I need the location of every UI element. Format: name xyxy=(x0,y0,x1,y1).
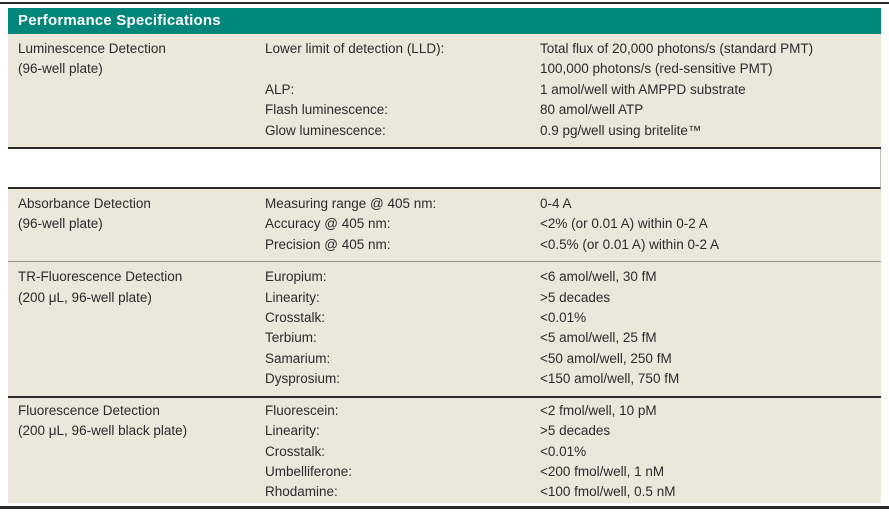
value-column: <2 fmol/well, 10 pM >5 decades <0.01% <200 … xyxy=(540,401,881,503)
parameter-label: Terbium: xyxy=(265,330,317,346)
parameter-value: <0.01% xyxy=(540,310,587,326)
section-subtitle: (200 μL, 96-well plate) xyxy=(18,289,152,305)
parameter-label: Accuracy @ 405 nm: xyxy=(265,216,391,232)
detection-type-column: Absorbance Detection (96-well plate) xyxy=(8,194,265,255)
parameter-label: Glow luminescence: xyxy=(265,122,386,138)
section-luminescence: Luminescence Detection (96-well plate) Low… xyxy=(8,34,881,150)
parameter-label: Linearity: xyxy=(265,423,320,439)
parameter-value: <200 fmol/well, 1 nM xyxy=(540,463,665,479)
section-fluorescence: Fluorescence Detection (200 μL, 96-well b… xyxy=(8,397,881,503)
parameter-value: 100,000 photons/s (red-sensitive PMT) xyxy=(540,61,773,77)
parameter-label: Flash luminescence: xyxy=(265,102,389,118)
parameter-column: Measuring range @ 405 nm: Accuracy @ 405 … xyxy=(265,194,540,255)
parameter-value: >5 decades xyxy=(540,423,611,439)
parameter-label xyxy=(265,59,540,79)
parameter-label: Fluorescein: xyxy=(265,402,339,418)
parameter-value: <6 amol/well, 30 fM xyxy=(540,269,657,285)
parameter-value: <0.5% (or 0.01 A) within 0-2 A xyxy=(540,236,719,252)
detection-type-column: TR-Fluorescence Detection (200 μL, 96-wel… xyxy=(8,267,265,389)
parameter-value: <5 amol/well, 25 fM xyxy=(540,330,657,346)
parameter-value: 0.9 pg/well using britelite™ xyxy=(540,122,702,138)
parameter-label: Precision @ 405 nm: xyxy=(265,236,391,252)
parameter-value: <100 fmol/well, 0.5 nM xyxy=(540,484,676,500)
section-title: Fluorescence Detection xyxy=(18,402,160,418)
parameter-value: 80 amol/well ATP xyxy=(540,102,644,118)
spec-table-body: Luminescence Detection (96-well plate) Low… xyxy=(8,34,881,503)
value-column: Total flux of 20,000 photons/s (standard… xyxy=(540,39,881,141)
parameter-value: <0.01% xyxy=(540,443,587,459)
parameter-column: Lower limit of detection (LLD): ALP: Flash… xyxy=(265,39,540,141)
parameter-column: Europium: Linearity: Crosstalk: Terbium: Sam… xyxy=(265,267,540,389)
parameter-label: Measuring range @ 405 nm: xyxy=(265,196,437,212)
section-subtitle: (200 μL, 96-well black plate) xyxy=(18,423,188,439)
detection-type-column: Fluorescence Detection (200 μL, 96-well b… xyxy=(8,401,265,503)
empty-spacer-row xyxy=(8,149,881,190)
parameter-label: Linearity: xyxy=(265,289,320,305)
parameter-value: 1 amol/well with AMPPD substrate xyxy=(540,81,746,97)
parameter-value: <2% (or 0.01 A) within 0-2 A xyxy=(540,216,708,232)
section-title: Luminescence Detection xyxy=(18,41,166,56)
parameter-label: Crosstalk: xyxy=(265,443,326,459)
section-title: TR-Fluorescence Detection xyxy=(18,269,183,285)
parameter-value: Total flux of 20,000 photons/s (standard… xyxy=(540,41,814,56)
section-tr-fluorescence: TR-Fluorescence Detection (200 μL, 96-wel… xyxy=(8,262,881,398)
section-title: Absorbance Detection xyxy=(18,196,151,212)
parameter-label: Samarium: xyxy=(265,350,331,366)
parameter-value: <150 amol/well, 750 fM xyxy=(540,371,680,387)
parameter-value: >5 decades xyxy=(540,289,611,305)
spec-table: Performance Specifications Luminescence … xyxy=(8,8,881,503)
parameter-label: Dysprosium: xyxy=(265,371,341,387)
parameter-value: <2 fmol/well, 10 pM xyxy=(540,402,657,418)
section-subtitle: (96-well plate) xyxy=(18,61,103,77)
parameter-label: Umbelliferone: xyxy=(265,463,353,479)
parameter-label: ALP: xyxy=(265,81,295,97)
bottom-border-line xyxy=(0,506,889,509)
value-column: <6 amol/well, 30 fM >5 decades <0.01% <5 am… xyxy=(540,267,881,389)
parameter-value: 0-4 A xyxy=(540,196,572,212)
parameter-column: Fluorescein: Linearity: Crosstalk: Umbellif… xyxy=(265,401,540,503)
section-subtitle: (96-well plate) xyxy=(18,216,103,232)
parameter-label: Rhodamine: xyxy=(265,484,338,500)
parameter-label: Lower limit of detection (LLD): xyxy=(265,41,445,56)
table-title-bar: Performance Specifications xyxy=(8,8,881,34)
top-border-line xyxy=(0,2,889,4)
detection-type-column: Luminescence Detection (96-well plate) xyxy=(8,39,265,141)
parameter-label: Crosstalk: xyxy=(265,310,326,326)
section-absorbance: Absorbance Detection (96-well plate) Measu… xyxy=(8,189,881,263)
parameter-value: <50 amol/well, 250 fM xyxy=(540,350,672,366)
parameter-label: Europium: xyxy=(265,269,327,285)
value-column: 0-4 A <2% (or 0.01 A) within 0-2 A <0.5% (… xyxy=(540,194,881,255)
